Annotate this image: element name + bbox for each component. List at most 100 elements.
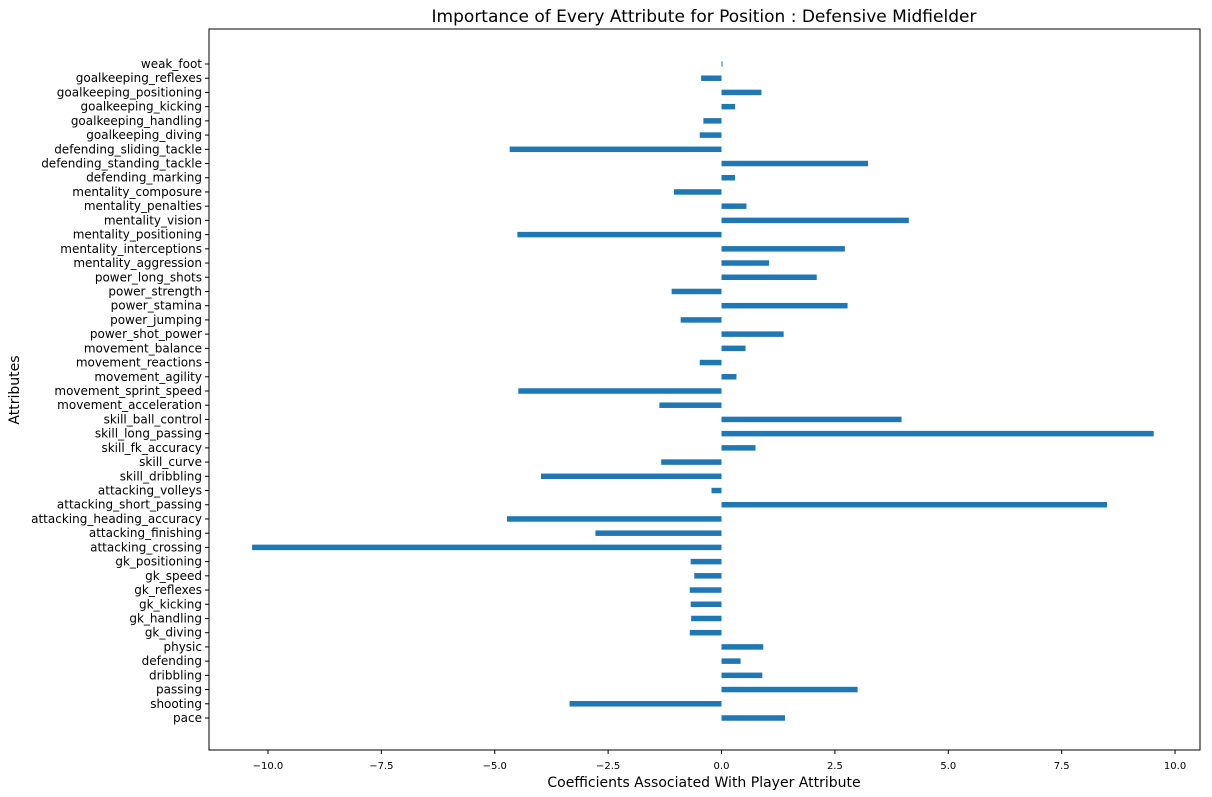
bar-mentality_composure: [673, 189, 722, 195]
bar-mentality_vision: [721, 217, 909, 224]
y-tick-label: gk_diving: [145, 626, 202, 640]
y-tick-label: mentality_vision: [104, 213, 202, 227]
y-tick-label: movement_sprint_speed: [54, 384, 202, 398]
y-tick-label: gk_reflexes: [134, 583, 202, 597]
bar-movement_balance: [721, 345, 746, 352]
y-tick-label: defending_sliding_tackle: [54, 142, 202, 156]
y-tick-label: movement_balance: [84, 341, 202, 355]
bar-gk_diving: [689, 629, 722, 636]
y-tick-label: power_stamina: [111, 299, 202, 313]
y-tick-label: power_long_shots: [95, 270, 202, 284]
y-axis: paceshootingpassingdribblingdefendingphy…: [31, 57, 209, 725]
bar-skill_fk_accuracy: [721, 445, 756, 451]
y-tick-label: goalkeeping_reflexes: [76, 71, 202, 85]
bar-goalkeeping_positioning: [721, 89, 762, 96]
x-tick-label: −10.0: [253, 761, 284, 772]
x-tick-label: −7.5: [369, 761, 393, 772]
bar-shooting: [569, 701, 722, 707]
bar-gk_reflexes: [689, 587, 722, 593]
bar-goalkeeping_handling: [703, 118, 722, 124]
bar-physic: [721, 644, 764, 650]
bar-power_stamina: [721, 302, 848, 309]
y-tick-label: defending_marking: [86, 171, 202, 185]
bar-movement_acceleration: [659, 402, 722, 408]
y-tick-label: dribbling: [149, 668, 202, 682]
y-tick-label: skill_dribbling: [120, 469, 202, 483]
bar-gk_positioning: [690, 558, 722, 565]
y-tick-label: goalkeeping_kicking: [81, 100, 203, 114]
bar-movement_reactions: [699, 359, 722, 366]
bar-skill_dribbling: [540, 473, 722, 480]
y-axis-label: Attributes: [7, 355, 23, 424]
x-tick-label: 0.0: [714, 761, 730, 772]
y-tick-label: movement_agility: [94, 370, 202, 384]
y-tick-label: movement_reactions: [76, 356, 202, 370]
bar-power_strength: [671, 288, 722, 295]
chart-title: Importance of Every Attribute for Positi…: [432, 7, 977, 27]
bar-power_shot_power: [721, 331, 784, 337]
bar-goalkeeping_diving: [699, 132, 722, 138]
y-tick-label: attacking_finishing: [89, 526, 202, 540]
y-tick-label: gk_positioning: [115, 555, 202, 569]
bar-gk_kicking: [690, 601, 722, 608]
x-tick-label: −2.5: [596, 761, 620, 772]
bar-goalkeeping_reflexes: [701, 75, 722, 81]
y-tick-label: mentality_positioning: [73, 228, 202, 242]
y-tick-label: attacking_short_passing: [57, 498, 202, 512]
bar-attacking_volleys: [711, 487, 722, 494]
y-tick-label: attacking_heading_accuracy: [31, 512, 202, 526]
bar-gk_handling: [691, 615, 722, 622]
y-tick-label: attacking_volleys: [98, 484, 202, 498]
bar-defending: [721, 658, 741, 664]
y-tick-label: pace: [173, 711, 202, 725]
x-tick-label: 5.0: [940, 761, 956, 772]
bar-movement_sprint_speed: [518, 388, 722, 394]
bar-power_long_shots: [721, 274, 817, 281]
y-tick-label: passing: [156, 683, 202, 697]
y-tick-label: gk_speed: [145, 569, 202, 583]
bar-defending_marking: [721, 174, 736, 181]
y-tick-label: gk_kicking: [139, 597, 202, 611]
y-tick-label: skill_fk_accuracy: [101, 441, 202, 455]
bars: [252, 61, 1154, 721]
y-tick-label: physic: [163, 640, 202, 654]
y-tick-label: goalkeeping_diving: [86, 128, 202, 142]
y-tick-label: movement_acceleration: [57, 398, 202, 412]
bar-skill_ball_control: [721, 416, 902, 423]
x-tick-label: 7.5: [1054, 761, 1070, 772]
bar-attacking_crossing: [252, 544, 722, 551]
x-tick-label: 10.0: [1164, 761, 1186, 772]
x-tick-label: 2.5: [827, 761, 843, 772]
bar-skill_long_passing: [721, 430, 1154, 437]
y-tick-label: skill_ball_control: [104, 412, 202, 426]
y-tick-label: mentality_aggression: [73, 256, 202, 270]
bar-mentality_aggression: [721, 260, 770, 266]
y-tick-label: goalkeeping_handling: [71, 114, 202, 128]
bar-pace: [721, 715, 786, 721]
bar-attacking_heading_accuracy: [506, 516, 722, 522]
y-tick-label: defending: [142, 654, 202, 668]
x-tick-label: −5.0: [483, 761, 507, 772]
y-tick-label: gk_handling: [129, 611, 202, 625]
bar-defending_standing_tackle: [721, 160, 869, 167]
y-tick-label: power_shot_power: [90, 327, 202, 341]
y-tick-label: attacking_crossing: [90, 540, 202, 554]
bar-weak_foot: [721, 61, 723, 67]
y-tick-label: power_jumping: [110, 313, 202, 327]
bar-power_jumping: [680, 317, 722, 323]
bar-mentality_interceptions: [721, 246, 845, 252]
y-tick-label: skill_curve: [139, 455, 202, 469]
y-tick-label: goalkeeping_positioning: [57, 85, 202, 99]
bar-movement_agility: [721, 374, 737, 380]
x-axis: −10.0 −7.5 −5.0 −2.5 0.0 2.5 5.0 7.5 10.0: [253, 750, 1186, 772]
bar-mentality_positioning: [517, 231, 722, 238]
bar-gk_speed: [694, 573, 722, 579]
bar-goalkeeping_kicking: [721, 103, 736, 110]
y-tick-label: weak_foot: [141, 57, 202, 71]
bar-passing: [721, 686, 858, 693]
y-tick-label: mentality_composure: [72, 185, 202, 199]
bar-dribbling: [721, 672, 763, 679]
y-tick-label: defending_standing_tackle: [41, 157, 202, 171]
y-tick-label: shooting: [150, 697, 202, 711]
